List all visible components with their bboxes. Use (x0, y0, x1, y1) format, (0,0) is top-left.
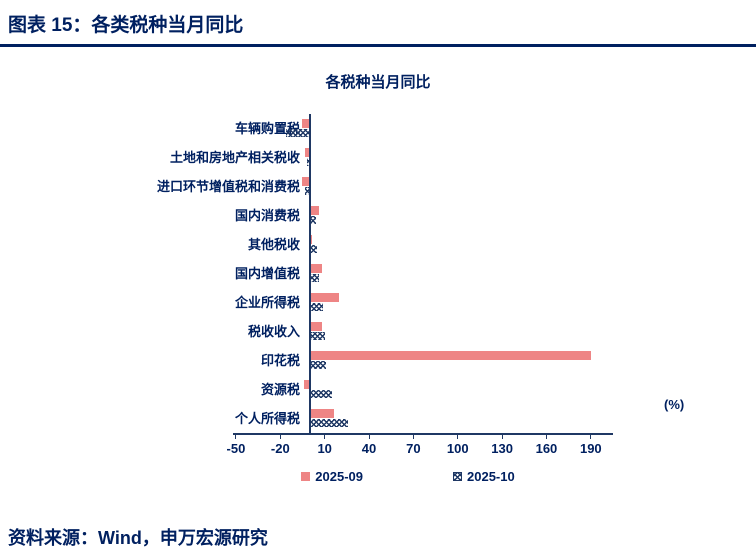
x-axis-tick (545, 435, 547, 439)
x-axis-tick (590, 435, 592, 439)
category-label: 个人所得税 (234, 411, 300, 426)
bar-2025-09 (309, 264, 322, 273)
axis-unit-label: (%) (664, 397, 685, 412)
x-tick-label: 190 (579, 441, 602, 456)
category-label: 进口环节增值税和消费税 (156, 179, 300, 194)
bar-2025-09 (309, 206, 319, 215)
x-tick-label: 100 (446, 441, 469, 456)
x-tick-label: 130 (491, 441, 513, 456)
x-axis-tick (501, 435, 503, 439)
bar-2025-10 (309, 303, 324, 311)
x-axis-tick (279, 435, 281, 439)
x-tick-label: 40 (361, 441, 377, 456)
bar-2025-09 (309, 293, 340, 302)
bar-2025-09 (309, 351, 591, 360)
category-label: 其他税收 (247, 237, 300, 252)
chart-title: 各税种当月同比 (325, 74, 431, 91)
figure-title: 图表 15：各类税种当月同比 (8, 15, 244, 36)
bar-2025-09 (309, 409, 334, 418)
bar-2025-09 (305, 148, 310, 157)
legend-label: 2025-09 (315, 469, 363, 484)
x-tick-label: -20 (270, 441, 290, 456)
legend-item-2025-10: 2025-10 (453, 469, 515, 484)
source-note: 资料来源：Wind，申万宏源研究 (8, 528, 268, 548)
x-tick-label: -50 (226, 441, 246, 456)
x-tick-label: 10 (317, 441, 332, 456)
x-axis-tick (324, 435, 326, 439)
bar-2025-09 (309, 235, 312, 244)
x-axis-line (233, 433, 613, 435)
legend-swatch (453, 472, 462, 481)
bar-2025-09 (309, 322, 322, 331)
bar-2025-10 (309, 216, 316, 224)
legend-swatch (301, 472, 311, 481)
bar-2025-09 (302, 119, 310, 128)
bar-2025-09 (303, 380, 310, 389)
category-label: 税收收入 (247, 324, 300, 339)
chart-legend: 2025-09 2025-10 (0, 469, 756, 484)
category-label: 土地和房地产相关税收 (169, 150, 300, 165)
category-label: 企业所得税 (234, 295, 300, 310)
bar-2025-09 (302, 177, 310, 186)
legend-label: 2025-10 (467, 469, 515, 484)
bar-2025-10 (309, 274, 319, 282)
bar-2025-10 (306, 158, 310, 166)
x-tick-label: 160 (535, 441, 558, 456)
category-label: 国内消费税 (234, 208, 300, 223)
bar-2025-10 (309, 332, 325, 340)
x-axis-tick (235, 435, 237, 439)
bar-2025-10 (305, 187, 310, 195)
legend-item-2025-09: 2025-09 (301, 469, 363, 484)
bar-2025-10 (286, 129, 310, 137)
x-axis-tick (457, 435, 459, 439)
figure-header: 图表 15：各类税种当月同比 (0, 0, 756, 47)
bar-2025-10 (309, 361, 327, 369)
value-zero-axis (308, 114, 311, 433)
bar-2025-10 (309, 245, 318, 253)
x-axis-tick (368, 435, 370, 439)
x-axis-tick (412, 435, 414, 439)
bar-2025-10 (309, 390, 333, 398)
x-tick-label: 70 (406, 441, 421, 456)
bar-2025-10 (309, 419, 349, 427)
category-label: 车辆购置税 (234, 121, 300, 136)
category-label: 印花税 (260, 353, 300, 368)
category-label: 资源税 (260, 382, 300, 397)
chart-plot-area: 车辆购置税土地和房地产相关税收进口环节增值税和消费税国内消费税其他税收国内增值税… (0, 114, 756, 463)
category-label: 国内增值税 (234, 266, 300, 281)
